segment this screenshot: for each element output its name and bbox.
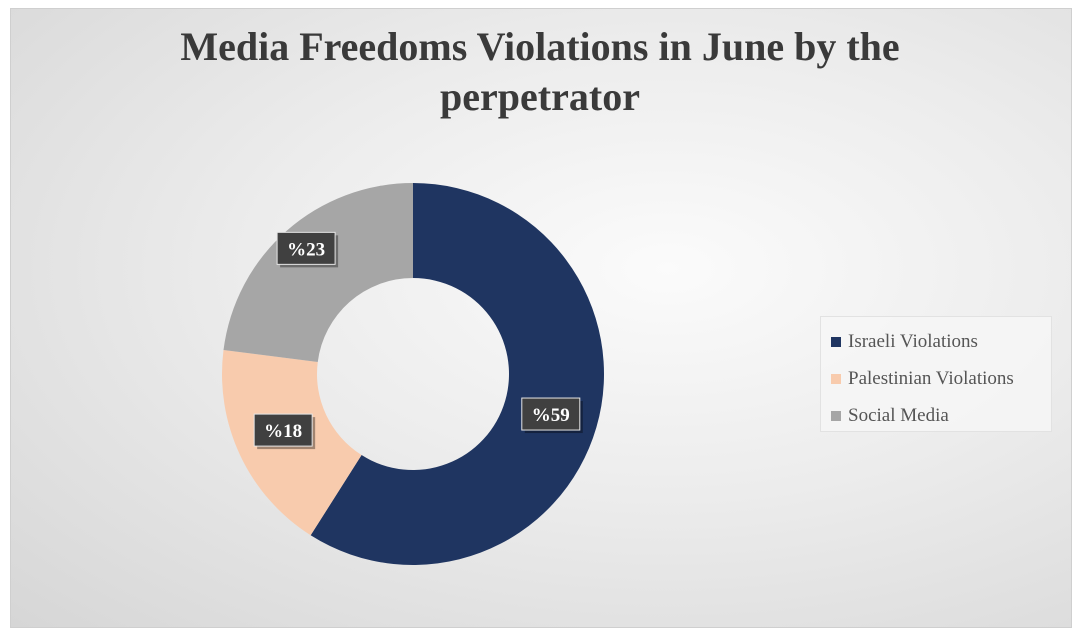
- chart-legend: Israeli Violations Palestinian Violation…: [820, 316, 1052, 432]
- legend-label-palestinian: Palestinian Violations: [848, 367, 1014, 389]
- legend-item-palestinian: Palestinian Violations: [831, 360, 1051, 397]
- donut-slice-israeli: [310, 183, 604, 566]
- chart-title-line-1: Media Freedoms Violations in June by the: [180, 24, 900, 69]
- data-label-palestinian: %18: [253, 413, 316, 450]
- legend-swatch-palestinian: [831, 373, 841, 384]
- donut-slice-social-media: [223, 183, 413, 362]
- legend-label-israeli: Israeli Violations: [848, 330, 978, 352]
- data-label-text-israeli: %59: [532, 405, 570, 426]
- data-label-social-media: %23: [276, 231, 339, 268]
- chart-title-line-2: perpetrator: [440, 74, 640, 119]
- legend-item-israeli: Israeli Violations: [831, 323, 1051, 360]
- legend-label-social-media: Social Media: [848, 404, 949, 426]
- data-label-israeli: %59: [521, 397, 583, 434]
- data-label-text-palestinian: %18: [264, 421, 302, 442]
- chart-title: Media Freedoms Violations in June by the…: [60, 22, 1020, 122]
- legend-item-social-media: Social Media: [831, 397, 1051, 434]
- legend-swatch-social-media: [831, 410, 841, 421]
- data-label-text-social-media: %23: [287, 239, 325, 260]
- legend-swatch-israeli: [831, 336, 841, 347]
